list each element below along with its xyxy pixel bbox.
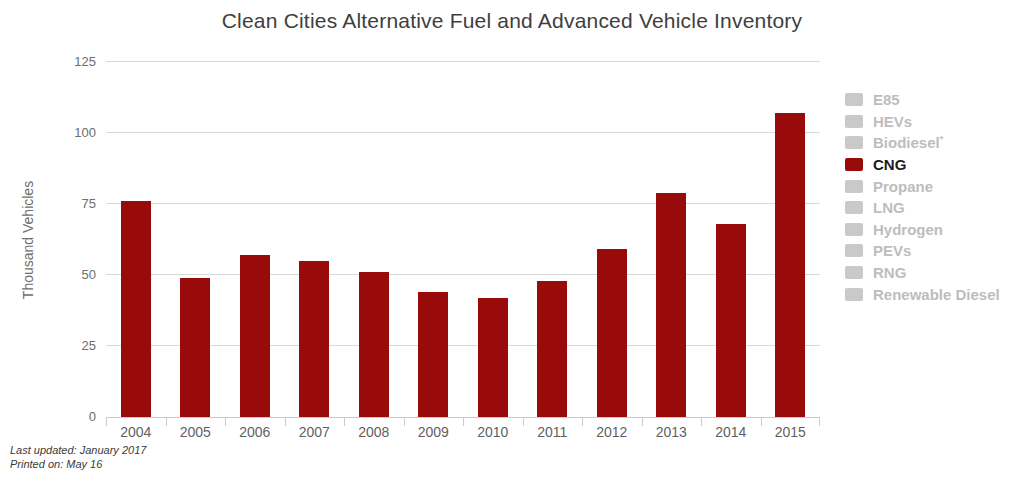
legend-swatch-propane [845, 180, 863, 193]
bar-2004[interactable] [121, 201, 151, 417]
legend-label-rng: RNG [873, 264, 906, 281]
x-tick-label: 2005 [166, 424, 226, 440]
gridline-25 [106, 345, 820, 346]
x-tick-label: 2004 [106, 424, 166, 440]
bar-2014[interactable] [716, 224, 746, 417]
legend-item-hevs[interactable]: HEVs [845, 111, 1000, 133]
gridline-75 [106, 203, 820, 204]
plot-area [106, 62, 820, 418]
legend-swatch-cng [845, 158, 863, 171]
legend-label-propane: Propane [873, 178, 933, 195]
last-updated-note: Last updated: January 2017 [10, 443, 146, 457]
chart-footer: Last updated: January 2017 Printed on: M… [10, 443, 146, 471]
y-tick-label: 100 [52, 125, 96, 141]
x-tick-label: 2010 [463, 424, 523, 440]
legend-item-lng[interactable]: LNG [845, 197, 1000, 219]
bar-2015[interactable] [775, 113, 805, 417]
legend-label-hevs: HEVs [873, 113, 912, 130]
legend-label-cng: CNG [873, 156, 906, 173]
legend-item-pevs[interactable]: PEVs [845, 240, 1000, 262]
x-tick-label: 2012 [582, 424, 642, 440]
bar-2010[interactable] [478, 298, 508, 417]
x-tick-label: 2008 [344, 424, 404, 440]
legend-swatch-hydrogen [845, 223, 863, 236]
x-tick-label: 2013 [642, 424, 702, 440]
y-tick-label: 25 [52, 338, 96, 354]
legend-swatch-rng [845, 266, 863, 279]
legend: E85 HEVs Biodiesel* CNG Propane LNG Hydrogen PE… [845, 89, 1000, 305]
x-tick-label: 2015 [761, 424, 821, 440]
bar-2008[interactable] [359, 272, 389, 417]
legend-item-hydrogen[interactable]: Hydrogen [845, 219, 1000, 241]
legend-label-pevs: PEVs [873, 242, 911, 259]
legend-swatch-lng [845, 201, 863, 214]
bar-2012[interactable] [597, 249, 627, 417]
bar-2009[interactable] [418, 292, 448, 417]
y-axis-ticks: 0255075100125 [52, 62, 96, 417]
legend-label-e85: E85 [873, 91, 900, 108]
legend-swatch-e85 [845, 93, 863, 106]
y-tick-label: 75 [52, 196, 96, 212]
legend-item-rng[interactable]: RNG [845, 262, 1000, 284]
x-tick-label: 2006 [225, 424, 285, 440]
y-tick-label: 125 [52, 54, 96, 70]
bar-2013[interactable] [656, 193, 686, 417]
x-tick-label: 2011 [523, 424, 583, 440]
x-tick-label: 2009 [404, 424, 464, 440]
gridline-125 [106, 61, 820, 62]
legend-item-biodiesel[interactable]: Biodiesel* [845, 132, 1000, 154]
bar-2011[interactable] [537, 281, 567, 417]
x-axis-labels: 2004200520062007200820092010201120122013… [106, 424, 820, 442]
x-tick-label: 2007 [285, 424, 345, 440]
legend-swatch-pevs [845, 244, 863, 257]
chart-container: Clean Cities Alternative Fuel and Advanc… [0, 0, 1024, 482]
legend-item-renewable-diesel[interactable]: Renewable Diesel [845, 283, 1000, 305]
legend-swatch-biodiesel [845, 136, 863, 149]
legend-item-cng[interactable]: CNG [845, 154, 1000, 176]
x-tick-label: 2014 [701, 424, 761, 440]
gridline-50 [106, 274, 820, 275]
legend-label-biodiesel: Biodiesel* [873, 134, 943, 151]
gridline-100 [106, 132, 820, 133]
chart-title: Clean Cities Alternative Fuel and Advanc… [0, 9, 1024, 33]
bar-2006[interactable] [240, 255, 270, 417]
y-tick-label: 50 [52, 267, 96, 283]
legend-swatch-hevs [845, 115, 863, 128]
legend-label-lng: LNG [873, 199, 905, 216]
legend-item-propane[interactable]: Propane [845, 175, 1000, 197]
bar-2005[interactable] [180, 278, 210, 417]
printed-on-note: Printed on: May 16 [10, 457, 146, 471]
legend-swatch-renewable-diesel [845, 288, 863, 301]
y-axis-label: Thousand Vehicles [20, 160, 36, 320]
legend-item-e85[interactable]: E85 [845, 89, 1000, 111]
y-tick-label: 0 [52, 409, 96, 425]
legend-footnote-marker: * [940, 134, 944, 144]
legend-label-renewable-diesel: Renewable Diesel [873, 286, 1000, 303]
bar-2007[interactable] [299, 261, 329, 417]
legend-label-hydrogen: Hydrogen [873, 221, 943, 238]
